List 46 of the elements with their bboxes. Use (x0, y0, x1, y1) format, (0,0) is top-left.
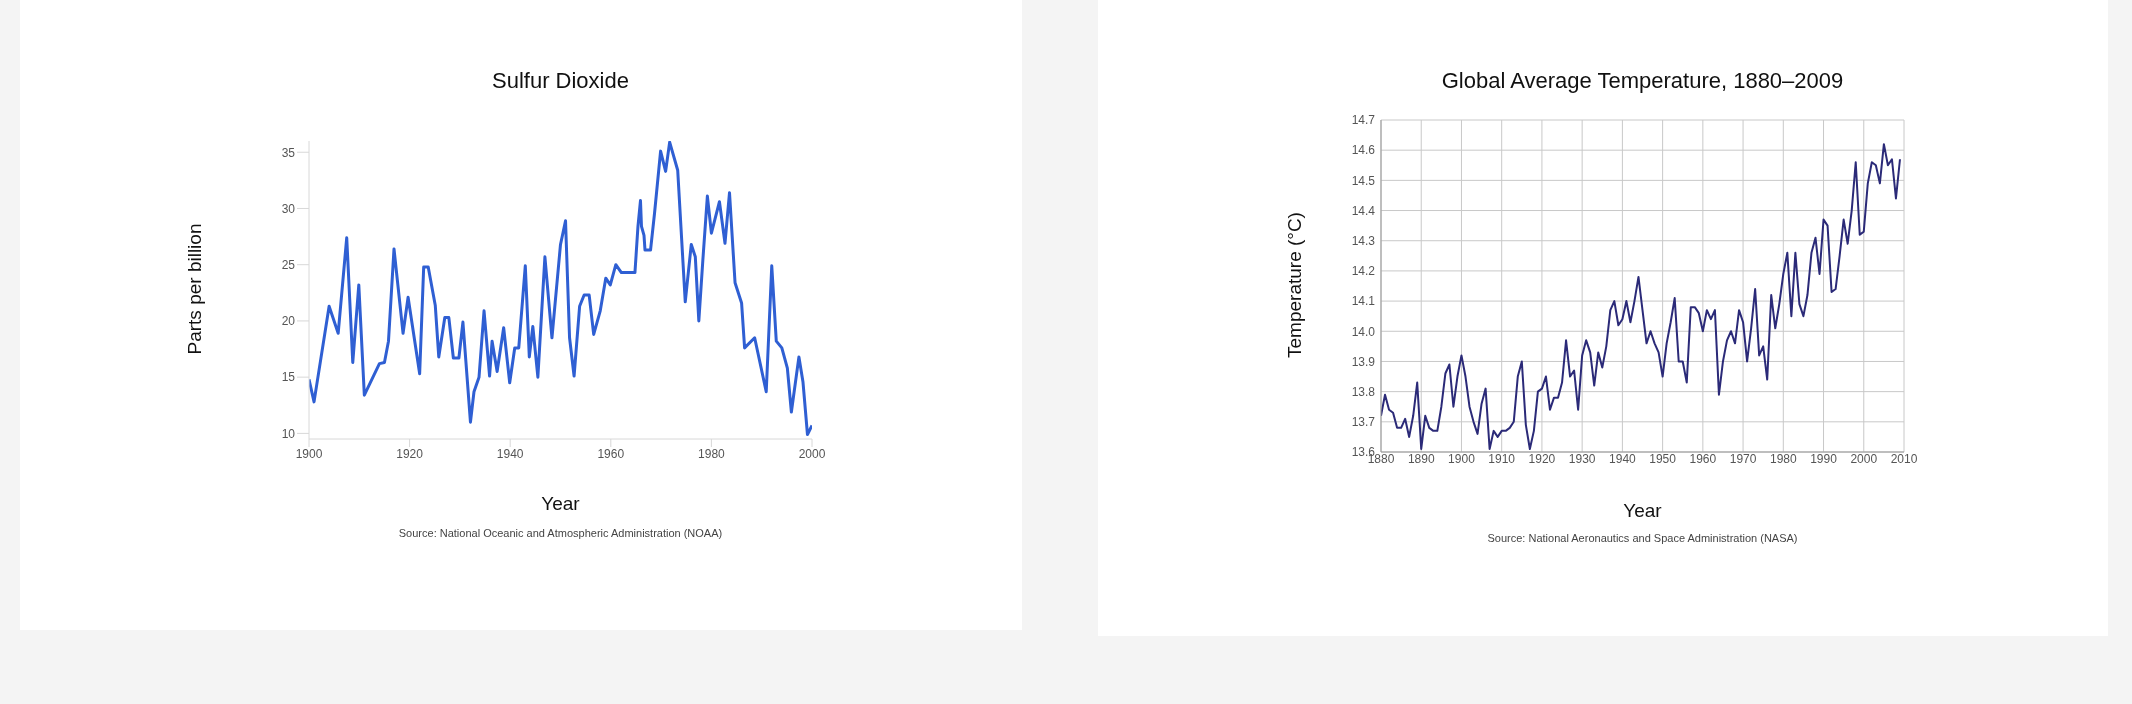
y-tick-label: 20 (281, 314, 296, 329)
x-tick-label: 1900 (295, 446, 323, 461)
y-axis-title: Temperature (°C) (1284, 211, 1306, 360)
x-tick-label: 1950 (1649, 451, 1677, 466)
y-tick-label: 14.0 (1351, 324, 1376, 339)
x-tick-label: 1920 (1528, 451, 1556, 466)
x-tick-label: 2010 (1890, 451, 1918, 466)
x-tick-label: 1890 (1407, 451, 1435, 466)
y-tick-label: 13.8 (1351, 384, 1376, 399)
y-tick-label: 25 (281, 257, 296, 272)
x-tick-label: 1960 (597, 446, 625, 461)
y-tick-label: 14.6 (1351, 143, 1376, 158)
x-axis-title: Year (1622, 500, 1663, 522)
y-tick-label: 35 (281, 145, 296, 160)
y-tick-label: 13.9 (1351, 354, 1376, 369)
x-tick-label: 1980 (698, 446, 726, 461)
line-series (1381, 143, 1901, 450)
source-note: Source: National Aeronautics and Space Administration (NASA) (1486, 532, 1799, 544)
x-tick-label: 1900 (1448, 451, 1476, 466)
y-axis-title: Parts per billion (184, 222, 206, 357)
y-tick-label: 14.2 (1351, 264, 1376, 279)
y-tick-label: 10 (281, 426, 296, 441)
x-tick-label: 2000 (1850, 451, 1878, 466)
source-note: Source: National Oceanic and Atmospheric Administration (NOAA) (397, 527, 724, 539)
x-tick-label: 1910 (1488, 451, 1516, 466)
x-tick-label: 1940 (1609, 451, 1637, 466)
y-tick-label: 14.1 (1351, 294, 1376, 309)
y-tick-label: 13.7 (1351, 415, 1376, 430)
y-tick-label: 14.5 (1351, 173, 1376, 188)
line-series (309, 141, 812, 436)
x-axis-title: Year (540, 493, 581, 515)
x-tick-label: 1960 (1689, 451, 1717, 466)
x-tick-label: 1970 (1729, 451, 1757, 466)
y-tick-label: 14.4 (1351, 203, 1376, 218)
y-tick-label: 14.3 (1351, 233, 1376, 248)
y-tick-label: 15 (281, 370, 296, 385)
chart-title: Sulfur Dioxide (491, 68, 630, 94)
x-tick-label: 1920 (396, 446, 424, 461)
x-tick-label: 1980 (1769, 451, 1797, 466)
y-tick-label: 30 (281, 201, 296, 216)
x-tick-label: 1990 (1810, 451, 1838, 466)
chart-title: Global Average Temperature, 1880–2009 (1440, 68, 1845, 94)
x-tick-label: 2000 (798, 446, 826, 461)
x-tick-label: 1930 (1568, 451, 1596, 466)
x-tick-label: 1940 (496, 446, 524, 461)
y-tick-label: 14.7 (1351, 113, 1376, 128)
